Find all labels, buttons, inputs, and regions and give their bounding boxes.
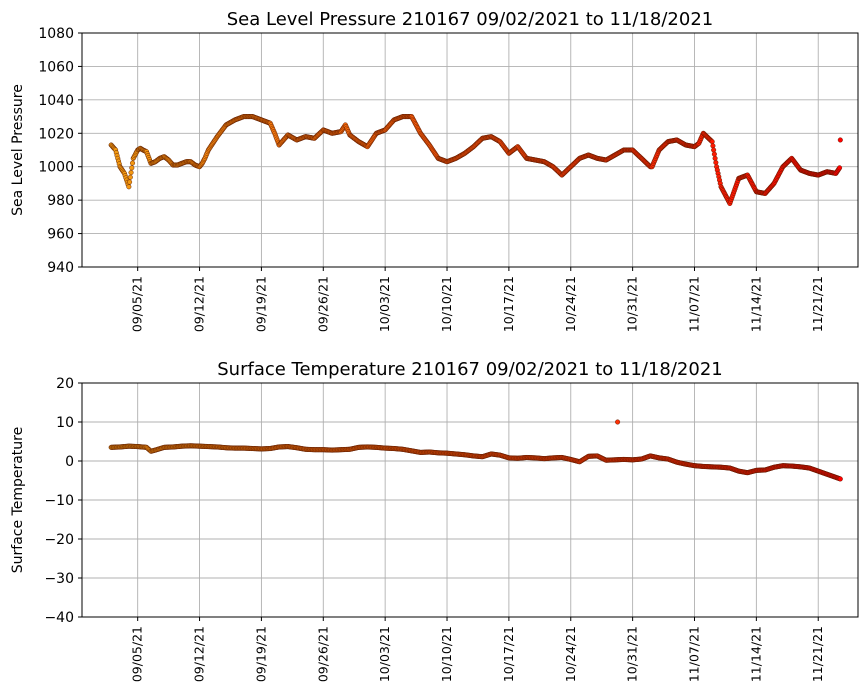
y-tick-label: 960 [47,227,74,243]
x-tick-label: 10/24/21 [563,626,578,682]
y-tick-label: −20 [44,532,74,548]
y-tick-label: −10 [44,493,74,509]
y-tick-label: 1080 [38,26,74,42]
data-point [130,160,136,166]
y-tick-label: 980 [47,193,74,209]
x-tick-label: 10/24/21 [563,276,578,332]
x-tick-label: 10/31/21 [625,626,640,682]
x-tick-label: 11/07/21 [686,626,701,682]
x-tick-label: 11/07/21 [686,276,701,332]
x-tick-label: 10/10/21 [439,626,454,682]
data-point [837,165,843,171]
y-axis-label: Surface Temperature [10,427,26,573]
data-point [711,151,717,157]
x-tick-label: 11/21/21 [810,626,825,682]
data-point [710,143,716,149]
chart-1: Sea Level Pressure 210167 09/02/2021 to … [10,9,859,332]
data-point [709,139,715,145]
y-tick-label: −30 [44,571,74,587]
data-point [837,137,843,143]
x-tick-label: 09/05/21 [130,276,145,332]
data-series [108,114,843,207]
y-tick-label: 10 [56,415,74,431]
plot-frame [81,32,859,268]
x-tick-label: 11/14/21 [748,276,763,332]
y-tick-label: 1040 [38,93,74,109]
data-point [837,476,843,482]
outlier-point [615,419,621,425]
x-tick-label: 10/17/21 [501,276,516,332]
x-tick-label: 10/03/21 [377,276,392,332]
x-tick-label: 11/21/21 [810,276,825,332]
data-point [127,179,133,185]
y-tick-label: 0 [65,454,74,470]
data-point [713,160,719,166]
chart-title: Surface Temperature 210167 09/02/2021 to… [217,359,722,380]
x-tick-label: 09/05/21 [130,626,145,682]
y-tick-label: 1020 [38,126,74,142]
data-point [128,170,134,176]
x-tick-label: 10/03/21 [377,626,392,682]
data-point [711,147,717,153]
data-point [127,174,133,180]
plot-frame [81,382,859,618]
chart-2: Surface Temperature 210167 09/02/2021 to… [10,359,859,682]
y-tick-label: 20 [56,376,74,392]
x-tick-label: 09/26/21 [315,276,330,332]
data-series [108,443,843,482]
y-tick-label: 1060 [38,59,74,75]
x-tick-label: 09/12/21 [192,626,207,682]
x-tick-label: 10/31/21 [625,276,640,332]
data-point [126,184,132,190]
chart-title: Sea Level Pressure 210167 09/02/2021 to … [227,9,714,30]
x-tick-label: 10/10/21 [439,276,454,332]
x-tick-label: 09/26/21 [315,626,330,682]
y-tick-label: −40 [44,610,74,626]
data-point [129,165,135,171]
x-tick-label: 09/19/21 [253,276,268,332]
x-tick-label: 10/17/21 [501,626,516,682]
y-tick-label: 1000 [38,160,74,176]
y-tick-label: 940 [47,260,74,276]
y-axis-label: Sea Level Pressure [10,84,26,216]
x-tick-label: 09/12/21 [192,276,207,332]
data-point [712,155,718,161]
x-tick-label: 11/14/21 [748,626,763,682]
x-tick-label: 09/19/21 [253,626,268,682]
